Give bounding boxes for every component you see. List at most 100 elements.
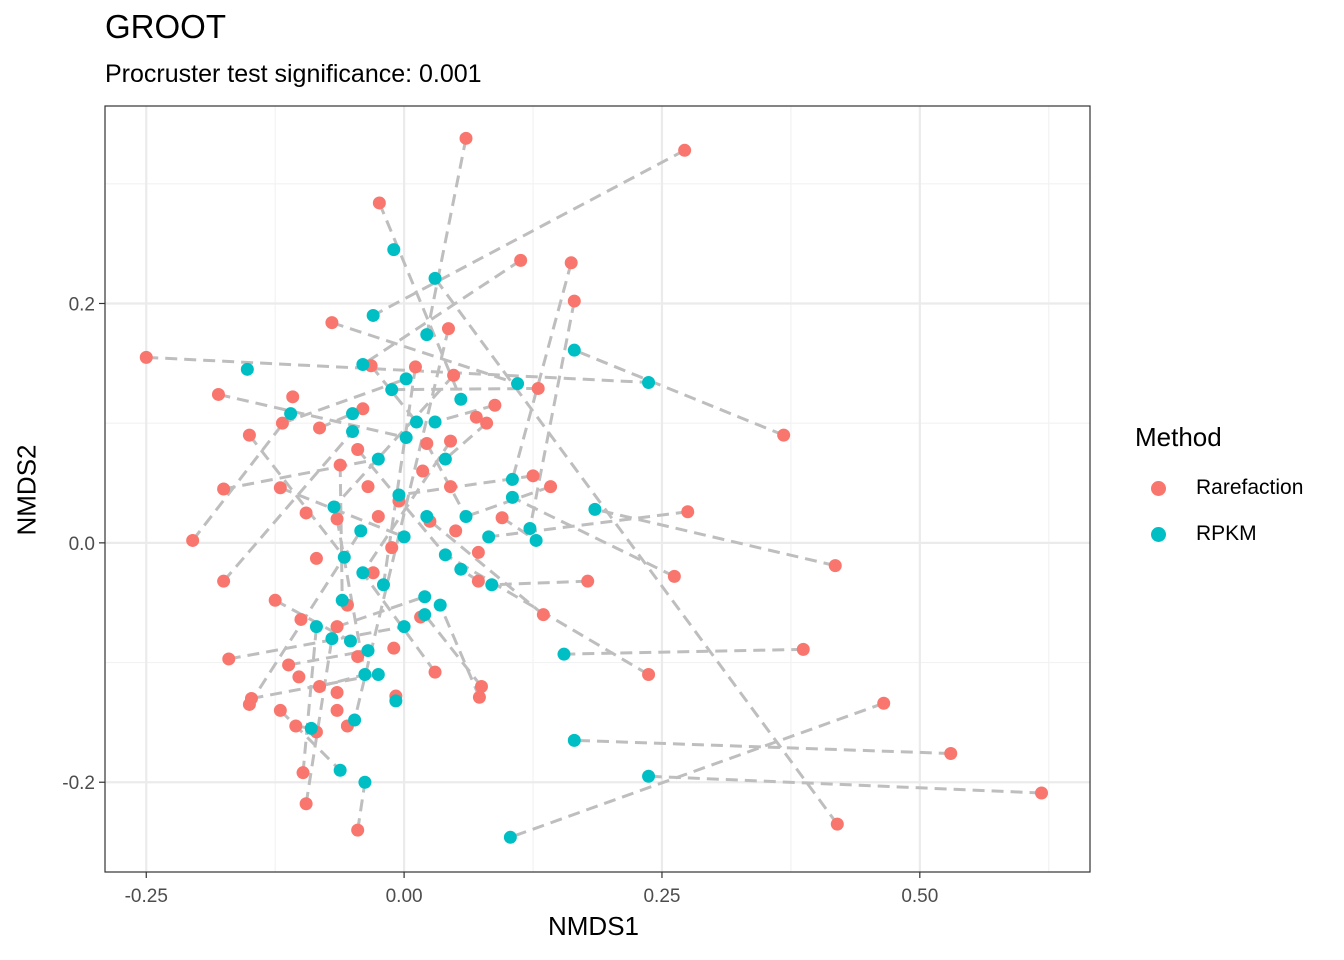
- point-rpkm: [588, 502, 602, 516]
- point-rarefaction: [642, 668, 656, 682]
- x-axis-label: NMDS1: [548, 911, 640, 941]
- point-rarefaction: [480, 416, 494, 430]
- point-rpkm: [335, 593, 349, 607]
- connector-line: [563, 647, 804, 656]
- point-rarefaction: [420, 437, 434, 451]
- point-rarefaction: [294, 612, 308, 626]
- minor-gridlines: [105, 106, 1090, 872]
- point-rarefaction: [536, 608, 550, 622]
- point-rarefaction: [581, 574, 595, 588]
- connector-line: [423, 515, 545, 616]
- connector-line: [648, 774, 1042, 795]
- point-rpkm: [346, 407, 360, 421]
- point-rarefaction: [372, 196, 386, 210]
- connector-line: [438, 604, 481, 698]
- connector-line: [338, 465, 344, 601]
- point-rpkm: [523, 521, 537, 535]
- point-rarefaction: [356, 402, 370, 416]
- connector-line: [510, 262, 573, 480]
- point-rarefaction: [469, 410, 483, 424]
- point-rpkm: [420, 510, 434, 524]
- point-rpkm: [327, 500, 341, 514]
- connector-line: [509, 701, 885, 839]
- point-rarefaction: [444, 480, 458, 494]
- point-rarefaction: [361, 480, 375, 494]
- connector-line: [361, 571, 437, 674]
- point-rpkm: [343, 634, 357, 648]
- point-rarefaction: [777, 428, 791, 442]
- point-rarefaction: [526, 469, 540, 483]
- connector-line: [222, 430, 354, 583]
- connector-line: [146, 355, 649, 384]
- point-rarefaction: [678, 143, 692, 157]
- connector-line: [425, 442, 468, 518]
- y-tick-label: 0.0: [69, 534, 95, 555]
- connector-line: [353, 328, 450, 721]
- point-rpkm: [511, 377, 525, 391]
- point-rpkm: [420, 328, 434, 342]
- connector-line: [511, 496, 675, 578]
- connector-line: [279, 709, 342, 772]
- point-rarefaction: [330, 703, 344, 717]
- point-rpkm: [356, 566, 370, 580]
- legend-title: Method: [1135, 422, 1222, 452]
- legend-label-rarefaction: Rarefaction: [1196, 476, 1304, 499]
- point-rarefaction: [351, 823, 365, 837]
- point-rpkm: [358, 668, 372, 682]
- point-rpkm: [505, 472, 519, 486]
- point-rarefaction: [564, 256, 578, 270]
- point-rpkm: [399, 372, 413, 386]
- legend-key-rarefaction: [1151, 480, 1166, 496]
- point-rarefaction: [796, 642, 810, 656]
- point-rpkm: [485, 578, 499, 592]
- point-rpkm: [333, 763, 347, 777]
- x-axis-ticks: -0.25 0.00 0.25 0.50: [125, 872, 938, 907]
- point-rarefaction: [681, 505, 695, 519]
- point-rarefaction: [447, 368, 461, 382]
- connector-line: [372, 148, 686, 317]
- point-rarefaction: [242, 428, 256, 442]
- point-rpkm: [387, 243, 401, 257]
- connector-line: [356, 782, 367, 831]
- point-rpkm: [397, 530, 411, 544]
- point-rarefaction: [296, 766, 310, 780]
- connector-line: [488, 510, 688, 539]
- point-rpkm: [454, 562, 468, 576]
- x-tick-label: 0.50: [901, 886, 938, 907]
- point-rpkm: [454, 392, 468, 406]
- point-rpkm: [385, 383, 399, 397]
- point-rarefaction: [428, 665, 442, 679]
- point-rpkm: [356, 358, 370, 372]
- connector-line: [281, 377, 407, 425]
- point-rarefaction: [366, 566, 380, 580]
- connector-line: [369, 364, 418, 423]
- connector-line: [594, 507, 836, 568]
- connector-line: [434, 403, 496, 424]
- x-tick-label: 0.00: [386, 886, 423, 907]
- point-rpkm: [371, 668, 385, 682]
- y-tick-label: -0.2: [62, 773, 95, 794]
- connector-line: [218, 392, 407, 439]
- connector-line: [425, 138, 468, 335]
- point-rarefaction: [186, 533, 200, 547]
- point-rpkm: [428, 415, 442, 429]
- point-rpkm: [428, 271, 442, 285]
- chart-title: GROOT: [105, 8, 226, 45]
- point-rpkm: [337, 550, 351, 564]
- point-rarefaction: [242, 697, 256, 711]
- point-rarefaction: [313, 421, 327, 435]
- point-rarefaction: [444, 434, 458, 448]
- point-rpkm: [371, 452, 385, 466]
- point-rpkm: [389, 694, 403, 708]
- legend-item-rpkm: RPKM: [1135, 511, 1303, 557]
- point-rpkm: [642, 375, 656, 389]
- point-rarefaction: [1035, 786, 1049, 800]
- major-gridlines: [105, 106, 1090, 872]
- connector-line: [319, 673, 366, 688]
- point-rpkm: [376, 578, 390, 592]
- point-rpkm: [358, 775, 372, 789]
- legend-label-rpkm: RPKM: [1196, 522, 1257, 545]
- point-rarefaction: [268, 593, 282, 607]
- point-rarefaction: [217, 574, 231, 588]
